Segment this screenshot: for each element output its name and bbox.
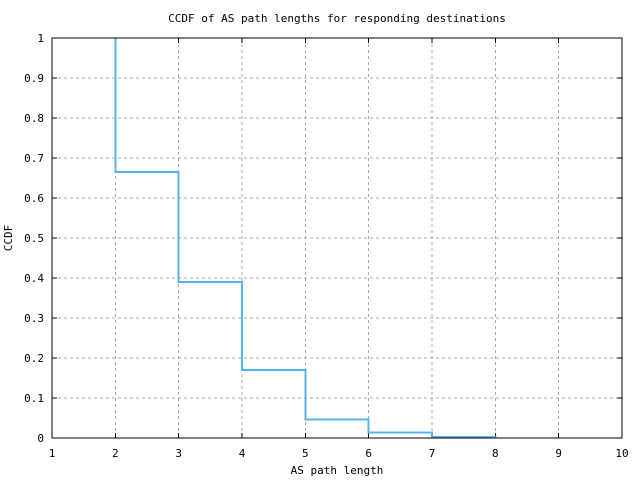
x-tick-label: 5 (302, 447, 309, 460)
y-tick-label: 0.3 (24, 312, 44, 325)
y-tick-label: 0.9 (24, 72, 44, 85)
x-tick-label: 1 (49, 447, 56, 460)
chart-title: CCDF of AS path lengths for responding d… (168, 12, 506, 25)
x-tick-label: 4 (239, 447, 246, 460)
x-tick-label: 6 (365, 447, 372, 460)
y-tick-label: 0.1 (24, 392, 44, 405)
y-tick-label: 0.6 (24, 192, 44, 205)
x-tick-label: 8 (492, 447, 499, 460)
y-tick-label: 0 (37, 432, 44, 445)
y-tick-label: 0.5 (24, 232, 44, 245)
x-tick-label: 3 (175, 447, 182, 460)
ccdf-step-line (114, 38, 497, 438)
x-tick-label: 2 (112, 447, 119, 460)
x-tick-label: 7 (429, 447, 436, 460)
x-tick-label: 10 (615, 447, 628, 460)
x-axis-label: AS path length (291, 464, 384, 477)
y-tick-label: 0.4 (24, 272, 44, 285)
y-tick-label: 0.8 (24, 112, 44, 125)
y-tick-label: 0.2 (24, 352, 44, 365)
y-axis-label: CCDF (2, 225, 15, 252)
plot-border (51, 37, 623, 439)
x-tick-label: 9 (555, 447, 562, 460)
y-tick-label: 0.7 (24, 152, 44, 165)
y-tick-label: 1 (37, 32, 44, 45)
